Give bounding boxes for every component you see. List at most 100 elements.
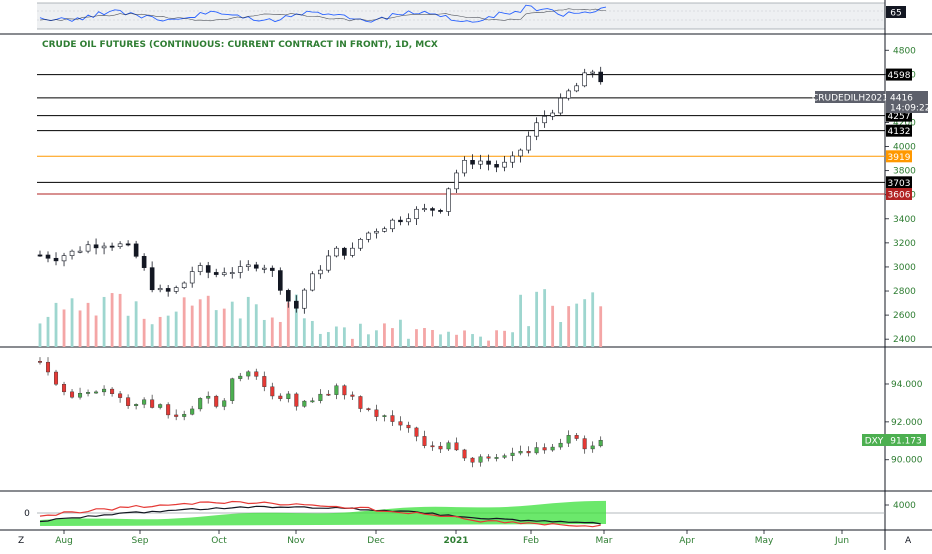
dxy-candle-body	[542, 447, 547, 451]
dxy-candle-body	[510, 452, 515, 456]
volume-bar	[415, 329, 418, 347]
crude-candle-body	[326, 255, 331, 271]
dxy-axis: 94.000 92.000 90.000	[885, 380, 923, 466]
dxy-last-tag	[886, 434, 926, 446]
volume-bar	[190, 305, 194, 347]
volume-bar	[46, 316, 50, 347]
level-tag	[886, 124, 912, 137]
volume-bar	[463, 330, 466, 347]
dxy-candle-body	[54, 371, 59, 385]
dxy-candle-body	[462, 449, 467, 459]
dxy-candle-body	[174, 414, 179, 417]
time-tick-label: Nov	[287, 536, 305, 546]
dxy-candle-body	[246, 371, 251, 377]
volume-bar	[206, 295, 210, 347]
crude-candle-body	[125, 243, 131, 246]
symbol-tag-label: CRUDEDILH2021	[812, 94, 888, 104]
level-tag-label: 4598	[888, 71, 911, 81]
crude-candle-body	[37, 254, 43, 257]
volume-bar	[367, 334, 370, 347]
volume-bar	[471, 334, 474, 347]
dxy-candle-body	[574, 435, 579, 439]
dxy-candle-body	[94, 391, 99, 394]
crude-candle-body	[69, 250, 75, 256]
crude-candle-body	[598, 71, 604, 83]
dxy-candle-body	[334, 385, 339, 395]
dxy-candle-body	[390, 415, 395, 422]
volume-bar	[62, 309, 66, 347]
crude-candle-body	[390, 219, 395, 230]
crude-candle-body	[358, 239, 363, 249]
dxy-candle-body	[78, 392, 83, 398]
dxy-candle-body	[38, 361, 43, 363]
crude-candle-body	[438, 210, 443, 212]
dxy-candle-body	[494, 457, 499, 459]
volume-bar	[447, 331, 450, 347]
volume-bar	[543, 289, 547, 347]
crude-candle-body	[205, 265, 211, 273]
crude-candle-body	[590, 71, 595, 74]
crude-candle-body	[77, 250, 83, 253]
dxy-candle-body	[238, 375, 243, 379]
volume-bar	[110, 293, 114, 347]
dxy-candle-body	[302, 400, 307, 407]
rsi-level-label: 65	[890, 9, 901, 19]
price-tick-label: 4000	[893, 143, 916, 153]
volume-bar	[326, 332, 330, 347]
price-tick-label: 2400	[893, 335, 916, 345]
level-tags: 4598440442574132391937033606	[886, 68, 912, 200]
crude-candle-body	[446, 188, 451, 212]
time-tick-label: Jun	[834, 536, 849, 546]
axis-badge-left[interactable]: Z	[18, 536, 24, 546]
volume-bar	[551, 305, 555, 347]
volume-bar	[54, 302, 58, 347]
crude-candle-body	[237, 266, 243, 273]
volume-bar	[254, 304, 258, 347]
crude-candle-body	[245, 264, 251, 267]
volume-bar	[126, 315, 130, 347]
price-tick-label: 3000	[893, 263, 916, 273]
dxy-candle-body	[518, 451, 523, 454]
dxy-tick-label: 94.000	[891, 380, 923, 390]
crude-candle-body	[173, 287, 179, 292]
dxy-candle-body	[190, 408, 195, 415]
volume-bar	[214, 310, 218, 347]
level-tag-label: 3703	[888, 179, 911, 189]
crude-candle-body	[366, 232, 371, 240]
dxy-tick-label: 92.000	[891, 418, 923, 428]
crude-candle-body	[350, 247, 355, 256]
volume-bar	[142, 318, 146, 347]
crude-candle-body	[302, 289, 307, 309]
dxy-last-value: 91.173	[890, 437, 922, 447]
crude-candle-body	[133, 243, 139, 257]
crude-candle-body	[470, 159, 475, 165]
volume-bar	[278, 321, 282, 347]
volume-bar	[294, 294, 298, 347]
dxy-candle-body	[550, 446, 555, 451]
price-tick-label: 2800	[893, 287, 916, 297]
volume-bar	[399, 319, 402, 347]
dxy-candle-body	[358, 396, 363, 409]
crude-candle-body	[61, 255, 67, 262]
volume-bar	[503, 330, 506, 347]
dxy-candle-body	[526, 451, 531, 454]
crude-candle-body	[558, 97, 563, 114]
horizontal-levels	[37, 74, 885, 195]
volume-bar	[575, 303, 579, 347]
dxy-candle-body	[502, 455, 507, 458]
time-tick-label: Aug	[55, 536, 73, 546]
crude-candle-body	[221, 272, 227, 275]
crude-candle-body	[454, 172, 459, 190]
dxy-candle-body	[310, 400, 315, 403]
level-tag-label: 3606	[888, 190, 911, 200]
dxy-symbol-tag	[862, 434, 886, 446]
axis-badge-right[interactable]: A	[905, 536, 912, 546]
macd-histogram	[40, 496, 606, 526]
rsi-signal-line	[39, 8, 607, 22]
crude-candle-body	[398, 219, 403, 223]
volume-bar	[439, 334, 442, 347]
crude-candle-body	[550, 112, 555, 117]
dxy-candle-body	[598, 439, 603, 447]
dxy-candle-body	[206, 395, 211, 399]
